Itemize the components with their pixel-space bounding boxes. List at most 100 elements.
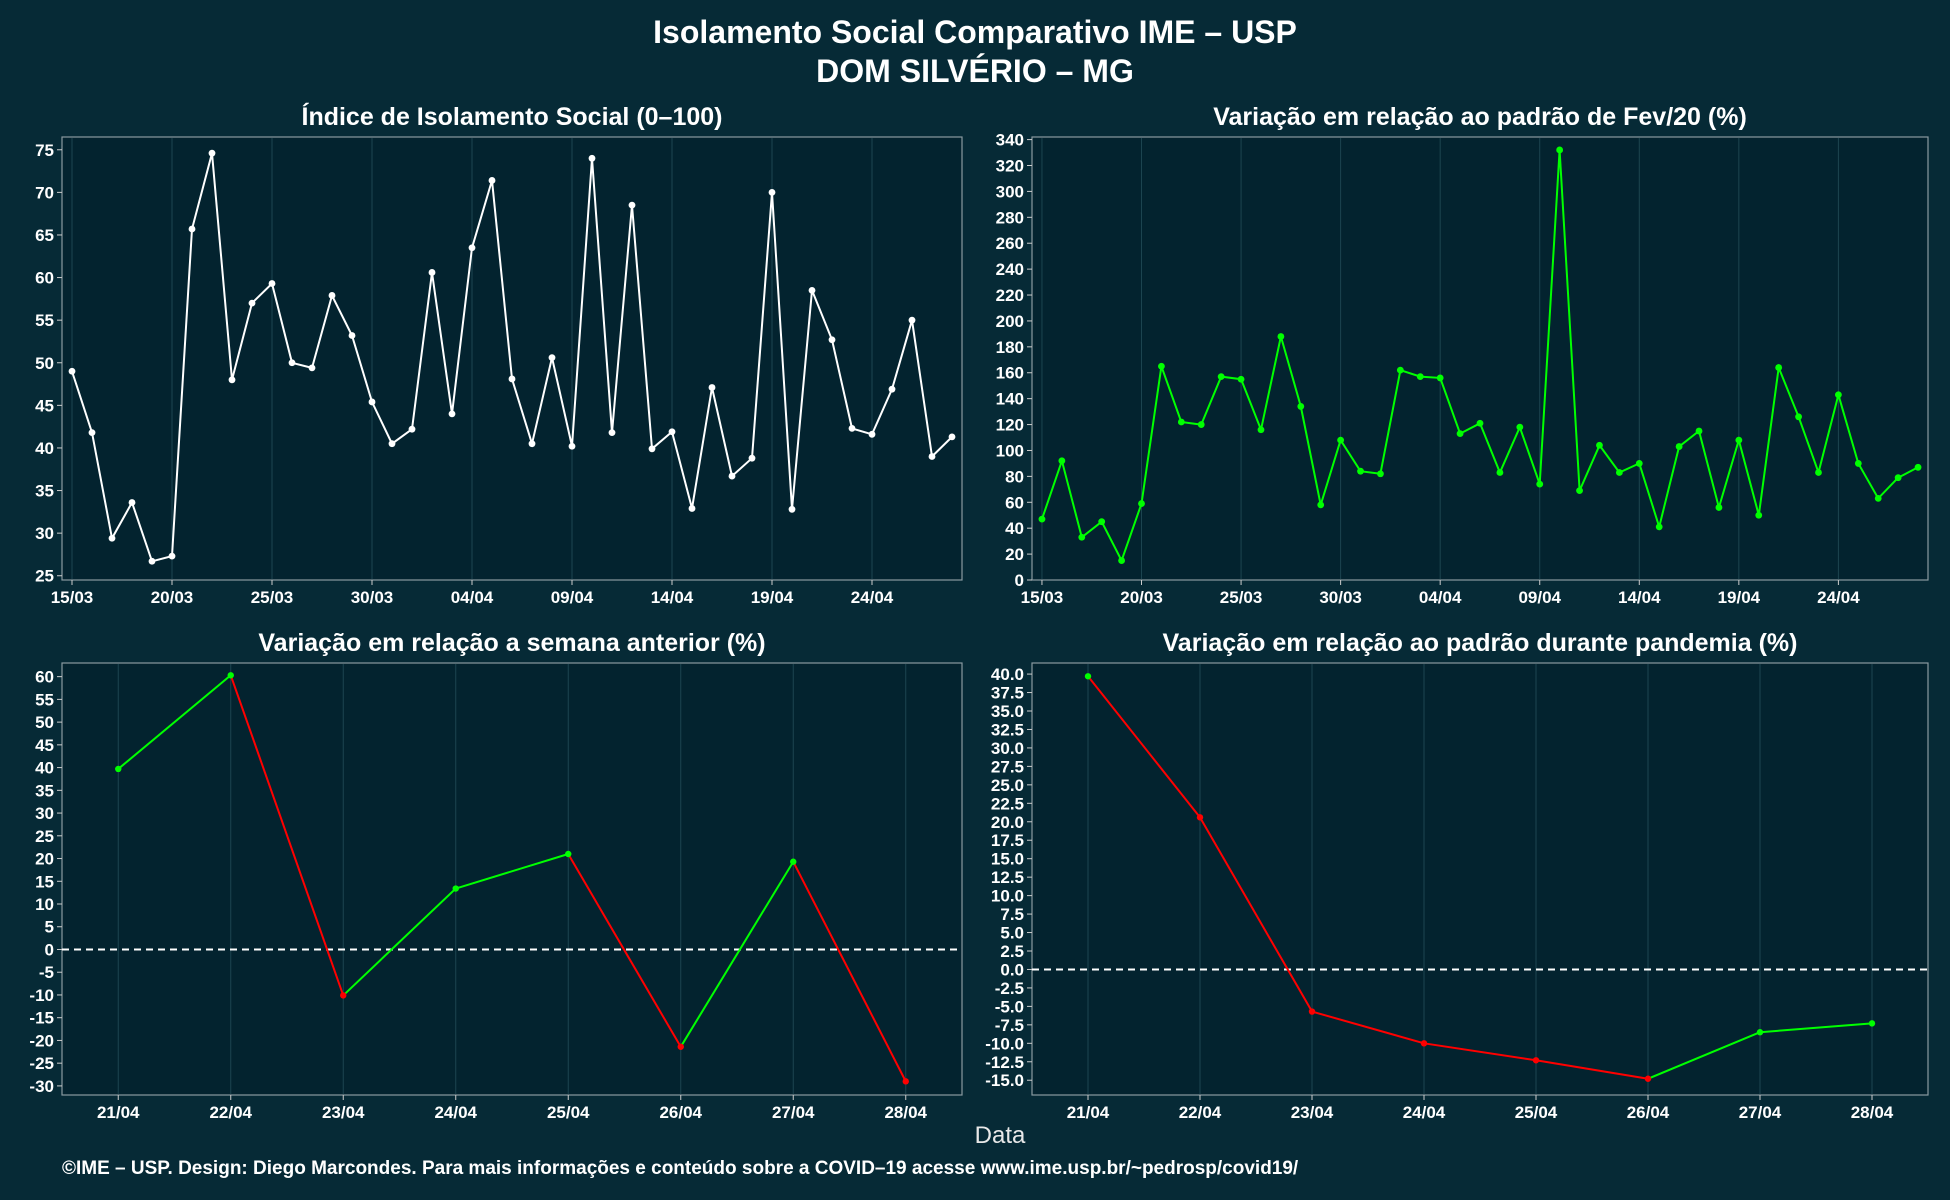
y-tick-label: -15 (29, 1009, 54, 1028)
data-point (1775, 364, 1783, 371)
panel-title: Variação em relação ao padrão de Fev/20 … (1213, 103, 1747, 131)
data-point (1377, 470, 1384, 478)
y-tick-label: 22.5 (991, 794, 1024, 813)
x-tick-label: 30/03 (1319, 588, 1362, 607)
x-tick-label: 26/04 (1627, 1103, 1670, 1122)
data-point (1635, 460, 1643, 467)
y-tick-label: -30 (29, 1077, 54, 1096)
series-segment (1759, 1022, 1873, 1034)
data-point (188, 225, 196, 233)
data-point (488, 177, 496, 184)
x-tick-label: 28/04 (884, 1103, 927, 1122)
data-point (808, 286, 816, 294)
x-tick-label: 20/03 (1120, 588, 1163, 607)
y-tick-label: 280 (996, 208, 1024, 227)
x-tick-label: 15/03 (51, 588, 94, 607)
data-point (1835, 391, 1842, 399)
data-point (677, 1043, 684, 1050)
y-tick-label: -20 (29, 1031, 54, 1050)
y-tick-label: -7.5 (995, 1016, 1024, 1035)
data-point (268, 280, 276, 287)
chart-panel-variation-week: Variação em relação a semana anterior (%… (29, 629, 963, 1122)
y-tick-label: 0 (45, 940, 54, 959)
y-tick-label: 120 (996, 416, 1024, 435)
y-tick-label: 100 (996, 441, 1024, 460)
y-tick-label: 25 (35, 567, 54, 586)
y-tick-label: 37.5 (991, 684, 1024, 703)
data-point (168, 552, 176, 560)
data-point (1874, 494, 1882, 502)
data-point (1914, 463, 1922, 471)
data-point (728, 472, 736, 480)
panel-title: Índice de Isolamento Social (0–100) (302, 102, 723, 131)
y-tick-label: -5 (39, 963, 54, 982)
y-tick-label: 20 (35, 850, 54, 869)
y-tick-label: 30.0 (991, 739, 1024, 758)
data-point (148, 557, 156, 565)
data-point (628, 201, 636, 209)
y-tick-label: 40 (35, 439, 54, 458)
y-tick-label: 10.0 (991, 887, 1024, 906)
series-segment (229, 674, 345, 996)
x-tick-label: 04/04 (451, 588, 494, 607)
chart-title-line1: Isolamento Social Comparativo IME – USP (653, 14, 1297, 50)
series-segment (455, 853, 569, 890)
y-tick-label: 30 (35, 804, 54, 823)
y-tick-label: 40.0 (991, 665, 1024, 684)
y-tick-label: 340 (996, 131, 1024, 150)
data-point (1756, 1029, 1764, 1036)
data-point (708, 384, 716, 391)
y-tick-label: 60 (35, 269, 54, 288)
x-tick-label: 30/03 (351, 588, 394, 607)
y-tick-label: 65 (35, 226, 54, 245)
x-tick-label: 14/04 (1618, 588, 1661, 607)
x-tick-label: 25/04 (1515, 1103, 1558, 1122)
series-segment (1087, 675, 1201, 818)
data-point (1078, 533, 1086, 541)
data-point (1308, 1008, 1316, 1015)
y-tick-label: 32.5 (991, 720, 1024, 739)
x-tick-label: 21/04 (1067, 1103, 1110, 1122)
x-tick-label: 15/03 (1021, 588, 1064, 607)
data-point (248, 299, 256, 307)
y-tick-label: 0.0 (1000, 960, 1024, 979)
data-point (565, 850, 572, 858)
data-point (68, 367, 76, 375)
x-tick-label: 21/04 (97, 1103, 140, 1122)
y-tick-label: 45 (35, 736, 54, 755)
data-point (340, 992, 347, 999)
data-point (948, 433, 956, 441)
data-point (848, 424, 856, 432)
data-point (1337, 436, 1345, 444)
y-tick-label: 220 (996, 286, 1024, 305)
y-tick-label: 260 (996, 234, 1024, 253)
data-point (1038, 515, 1046, 523)
y-tick-label: 20 (1005, 545, 1024, 564)
x-tick-label: 28/04 (1851, 1103, 1894, 1122)
y-tick-label: 0 (1015, 571, 1024, 590)
data-point (1456, 430, 1464, 438)
panel-title: Variação em relação ao padrão durante pa… (1163, 629, 1798, 657)
y-tick-label: 40 (1005, 519, 1024, 538)
data-point (1596, 441, 1603, 449)
data-point (1317, 501, 1325, 509)
x-tick-label: 25/03 (251, 588, 294, 607)
y-tick-label: 27.5 (991, 757, 1024, 776)
series-segment (679, 861, 795, 1048)
data-point (1177, 418, 1185, 426)
data-point (648, 445, 656, 453)
data-point (1217, 373, 1225, 381)
y-tick-label: 60 (1005, 493, 1024, 512)
data-point (1516, 423, 1524, 431)
x-tick-label: 19/04 (751, 588, 794, 607)
chart-panel-variation-pandemic: Variação em relação ao padrão durante pa… (985, 629, 1929, 1122)
y-tick-label: 7.5 (1000, 905, 1024, 924)
x-tick-label: 04/04 (1419, 588, 1462, 607)
y-tick-label: 5.0 (1000, 924, 1024, 943)
data-point (1894, 474, 1902, 482)
data-point (1755, 511, 1763, 519)
y-tick-label: 75 (35, 141, 54, 160)
data-point (228, 376, 236, 384)
y-tick-label: 180 (996, 338, 1024, 357)
data-point (227, 672, 234, 679)
